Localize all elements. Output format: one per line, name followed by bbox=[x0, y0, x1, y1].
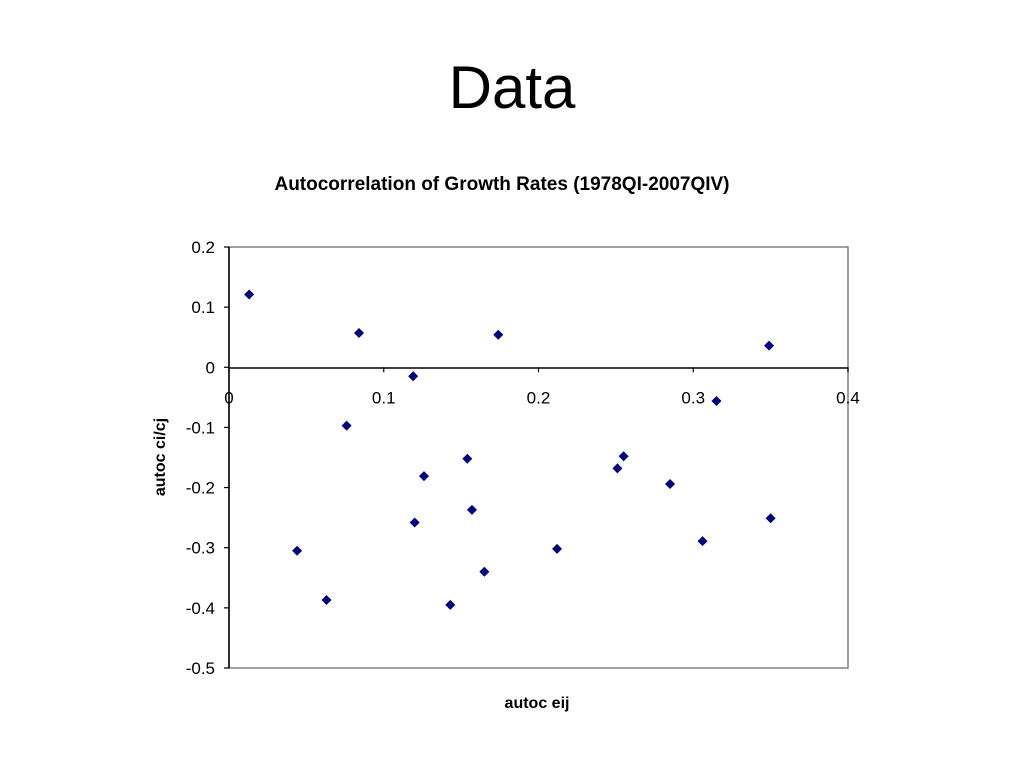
data-points bbox=[244, 289, 776, 610]
data-point-marker bbox=[341, 420, 352, 431]
data-point-marker bbox=[466, 504, 477, 515]
y-tick-label: -0.4 bbox=[186, 599, 215, 618]
x-axis-ticks: 0 0.1 0.2 0.3 0.4 bbox=[224, 367, 860, 407]
y-tick-label: -0.2 bbox=[186, 479, 215, 498]
y-tick-label: 0.1 bbox=[191, 298, 215, 317]
data-point-marker bbox=[711, 395, 722, 406]
data-point-marker bbox=[418, 471, 429, 482]
data-point-marker bbox=[612, 463, 623, 474]
y-tick-label: 0 bbox=[206, 358, 215, 377]
data-point-marker bbox=[462, 453, 473, 464]
x-tick-label: 0.3 bbox=[681, 388, 705, 407]
data-point-marker bbox=[665, 478, 676, 489]
data-point-marker bbox=[618, 451, 629, 462]
x-axis-label: autoc eij bbox=[505, 695, 570, 712]
chart-title: Autocorrelation of Growth Rates (1978QI-… bbox=[274, 174, 729, 195]
y-axis-label: autoc ci/cj bbox=[152, 418, 169, 496]
data-point-marker bbox=[445, 599, 456, 610]
data-point-marker bbox=[409, 517, 420, 528]
data-point-marker bbox=[244, 289, 255, 300]
y-tick-label: -0.1 bbox=[186, 418, 215, 437]
x-tick-label: 0.1 bbox=[372, 388, 396, 407]
slide-title: Data bbox=[448, 54, 576, 121]
data-point-marker bbox=[493, 329, 504, 340]
y-tick-label: -0.5 bbox=[186, 659, 215, 678]
x-tick-label: 0 bbox=[224, 388, 233, 407]
data-point-marker bbox=[697, 536, 708, 547]
data-point-marker bbox=[479, 566, 490, 577]
data-point-marker bbox=[764, 340, 775, 351]
data-point-marker bbox=[408, 371, 419, 382]
y-axis-ticks: 0.2 0.1 0 -0.1 -0.2 -0.3 -0.4 -0.5 bbox=[186, 238, 229, 678]
data-point-marker bbox=[765, 513, 776, 524]
data-point-marker bbox=[321, 595, 332, 606]
plot-area-frame bbox=[228, 246, 849, 669]
data-point-marker bbox=[292, 545, 303, 556]
y-tick-label: 0.2 bbox=[191, 238, 215, 257]
data-point-marker bbox=[552, 543, 563, 554]
x-tick-label: 0.2 bbox=[527, 388, 551, 407]
x-tick-label: 0.4 bbox=[836, 388, 860, 407]
data-point-marker bbox=[353, 328, 364, 339]
y-tick-label: -0.3 bbox=[186, 539, 215, 558]
